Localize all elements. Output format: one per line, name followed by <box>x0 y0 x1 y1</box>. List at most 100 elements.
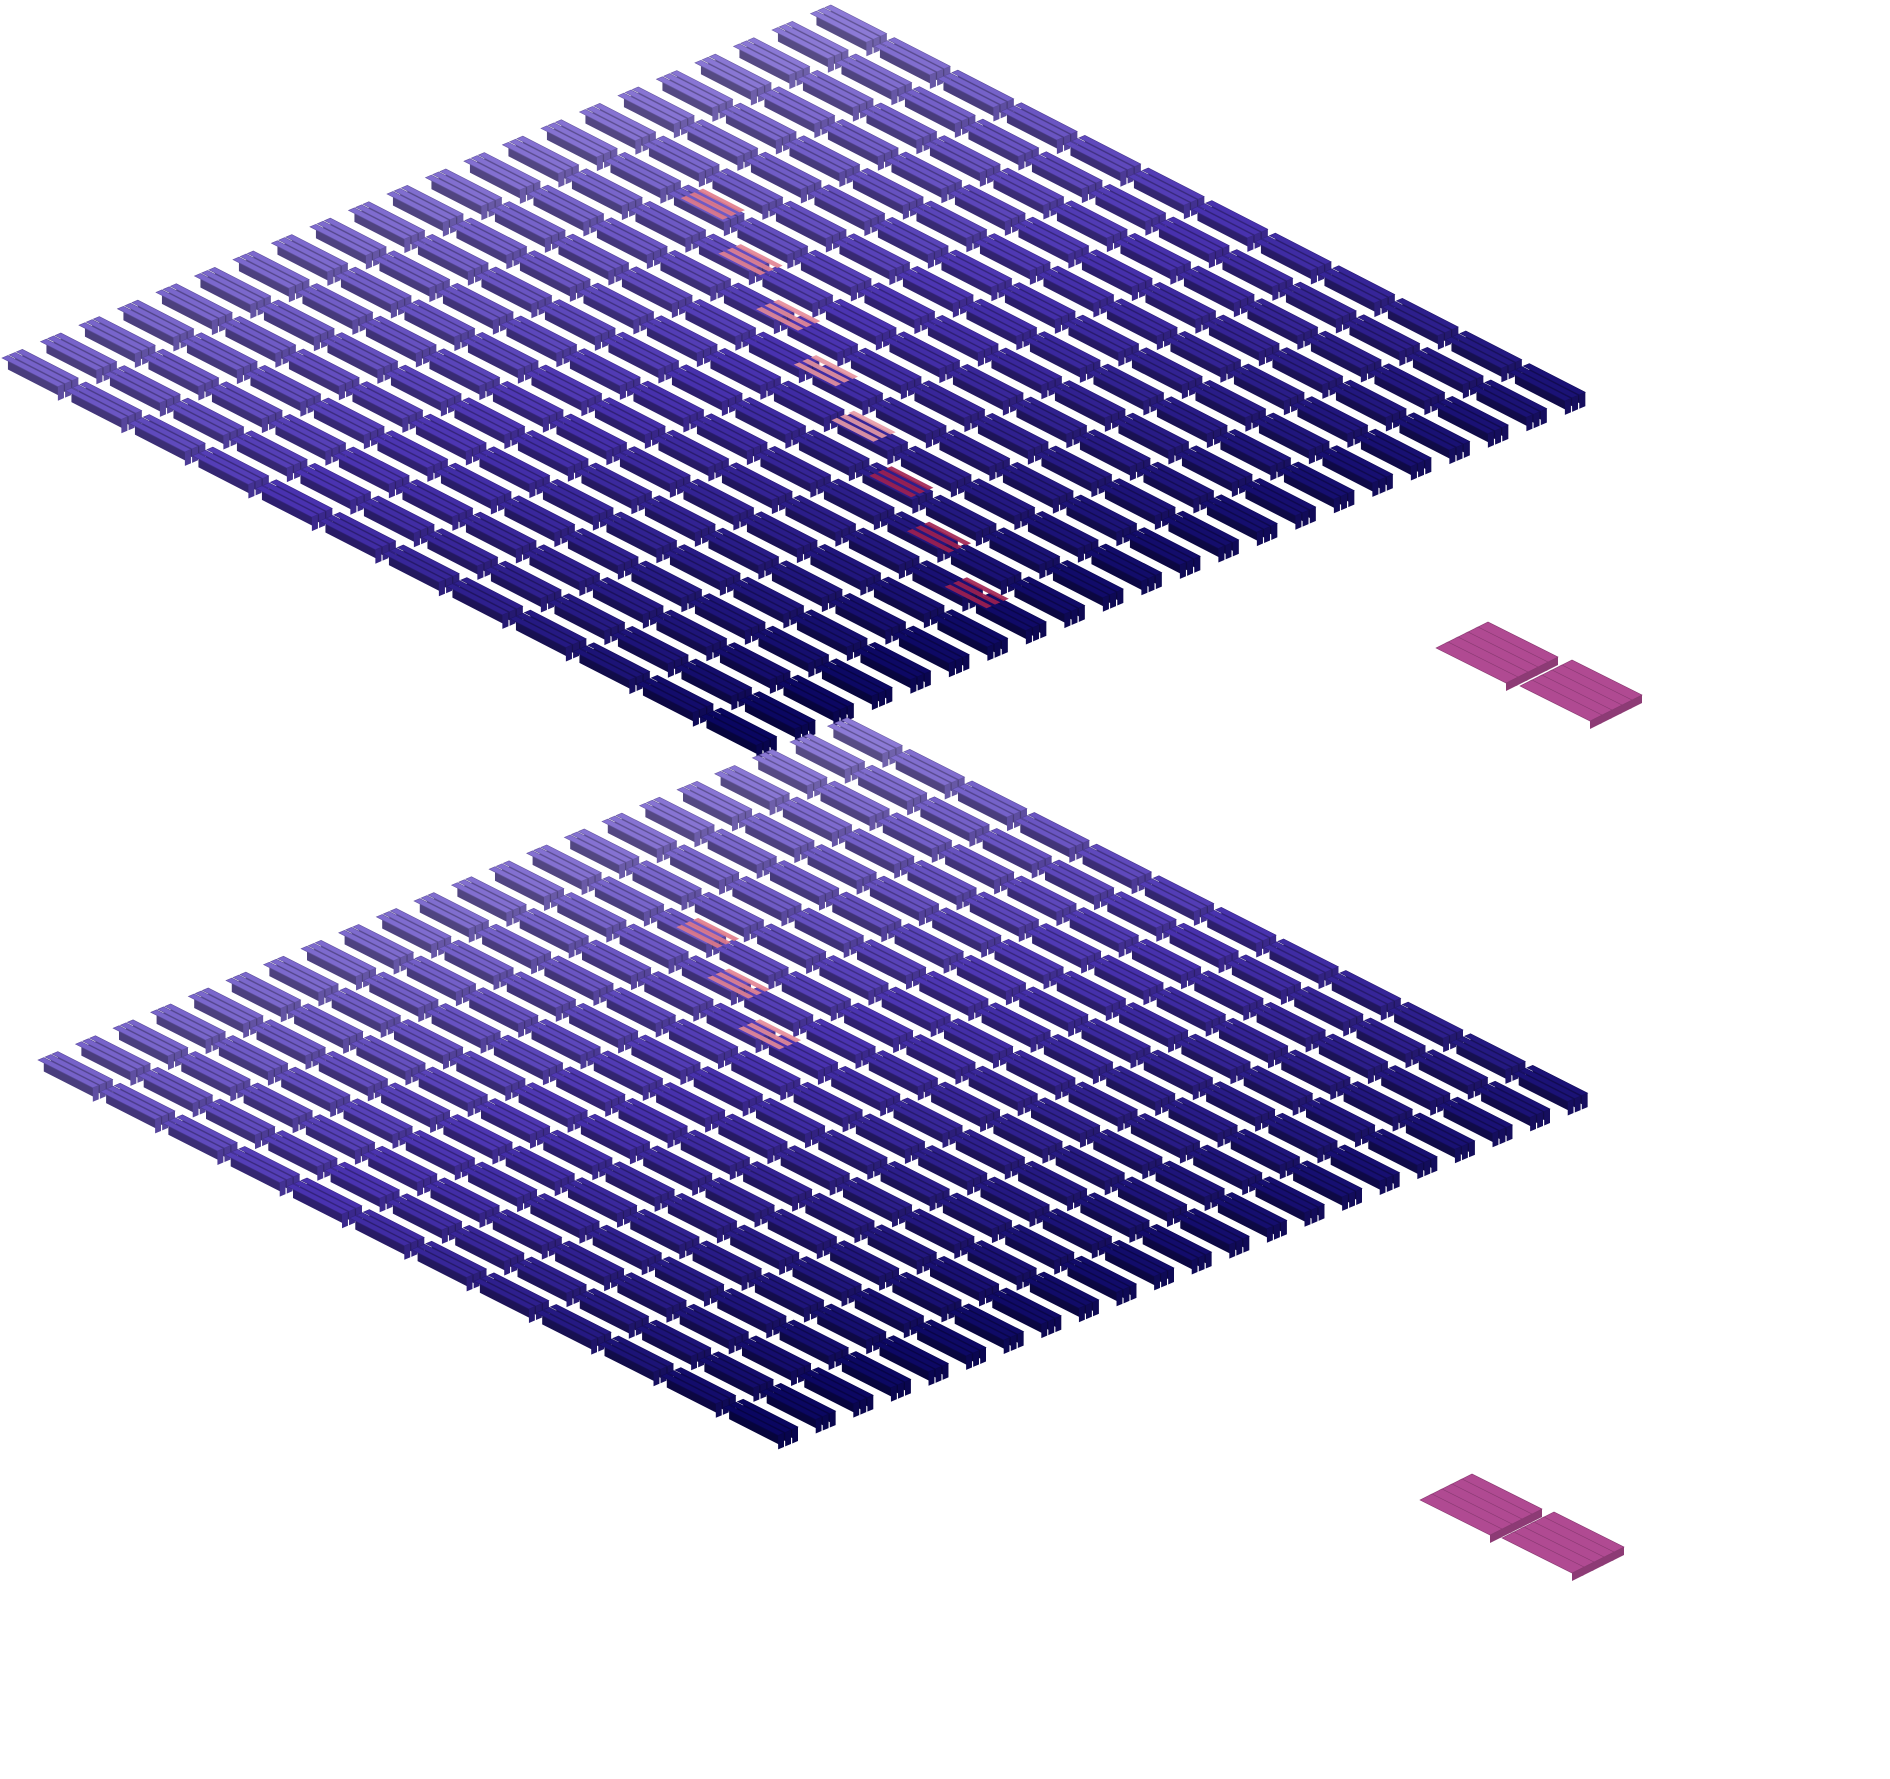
tile-side-face <box>606 449 612 466</box>
tile-side-face <box>237 368 243 385</box>
tile-side-face <box>1417 1163 1423 1179</box>
tile-side-face <box>957 894 963 910</box>
tile-side-face <box>722 400 728 417</box>
tile-side-face <box>1105 415 1111 432</box>
tile-side-face <box>1019 926 1025 942</box>
tile-side-face <box>1001 579 1007 596</box>
tile-side-face <box>531 958 537 974</box>
tile-side-face <box>1443 1036 1449 1052</box>
tile-side-face <box>866 40 872 57</box>
tile-side-face <box>914 318 920 335</box>
tile-side-face <box>682 894 688 910</box>
tile-side-face <box>312 515 318 532</box>
tile-side-face <box>1411 464 1417 481</box>
tile-side-face <box>604 629 610 646</box>
tile-side-face <box>1226 543 1232 560</box>
tile-side-face <box>441 400 447 417</box>
tile-side-face <box>953 301 959 318</box>
tile-side-face <box>468 269 474 286</box>
tile-side-face <box>1156 925 1162 941</box>
tile-side-face <box>566 645 572 662</box>
tile-side-face <box>608 269 614 286</box>
tile-side-face <box>1245 415 1251 432</box>
tile-side-face <box>568 465 574 482</box>
tile-side-face <box>1026 628 1032 645</box>
tile-side-face <box>776 138 782 155</box>
tile-side-face <box>1053 497 1059 514</box>
tile-side-face <box>839 171 845 188</box>
tile-side-face <box>248 482 254 499</box>
tile-side-face <box>629 678 635 695</box>
tile-side-face <box>1502 425 1508 442</box>
tile-side-face <box>1117 589 1123 606</box>
tile-side-face <box>506 253 512 270</box>
tile-side-face <box>849 465 855 482</box>
tile-side-face <box>1078 546 1084 563</box>
tile-side-face <box>1295 513 1301 530</box>
tile-side-face <box>1039 563 1045 580</box>
tile-side-face <box>481 204 487 221</box>
tile-side-face <box>806 958 812 974</box>
tile-side-face <box>905 1148 911 1164</box>
tile-side-face <box>502 612 508 629</box>
tile-side-face <box>733 514 739 531</box>
tile-side-face <box>1040 622 1046 639</box>
tile-side-face <box>1368 1068 1374 1084</box>
tile-side-face <box>1274 1223 1280 1239</box>
tile-side-face <box>812 301 818 318</box>
tile-side-face <box>1141 579 1147 596</box>
tile-side-face <box>1463 382 1469 399</box>
tile-side-face <box>670 481 676 498</box>
tile-side-face <box>683 416 689 433</box>
tile-side-face <box>724 220 730 237</box>
tile-side-face <box>1281 989 1287 1005</box>
tile-side-face <box>931 1021 937 1037</box>
tile-side-face <box>1582 1093 1588 1109</box>
tile-side-face <box>793 1021 799 1037</box>
tile-side-face <box>1161 1271 1167 1287</box>
tile-side-face <box>925 671 931 688</box>
tile-side-face <box>710 285 716 302</box>
tile-side-face <box>1387 1176 1393 1192</box>
tile-side-face <box>656 547 662 564</box>
tile-side-face <box>966 236 972 253</box>
tile-side-face <box>597 155 603 172</box>
tile-side-face <box>504 433 510 450</box>
tile-side-face <box>944 957 950 973</box>
tile-side-face <box>693 710 699 727</box>
tile-side-face <box>414 531 420 548</box>
tile-side-face <box>1579 392 1585 409</box>
tile-side-face <box>645 432 651 449</box>
tile-side-face <box>1206 1252 1212 1268</box>
tile-side-face <box>1256 941 1262 957</box>
tile-side-face <box>732 815 738 831</box>
tile-side-face <box>545 236 551 253</box>
tile-side-face <box>1267 1226 1273 1242</box>
tile-side-face <box>1568 1099 1574 1115</box>
tile-side-face <box>1005 1163 1011 1179</box>
tile-side-face <box>1030 1211 1036 1227</box>
tile-side-face <box>822 596 828 613</box>
tile-side-face <box>697 351 703 368</box>
tile-side-face <box>893 1037 899 1053</box>
tile-side-face <box>885 628 891 645</box>
upper-layer <box>2 5 1642 759</box>
tile-side-face <box>844 942 850 958</box>
tile-side-face <box>618 563 624 580</box>
tile-side-face <box>672 302 678 319</box>
tile-side-face <box>939 367 945 384</box>
tile-side-face <box>1014 514 1020 531</box>
tile-side-face <box>963 655 969 672</box>
tile-side-face <box>520 187 526 204</box>
tile-side-face <box>901 383 907 400</box>
tile-side-face <box>807 783 813 799</box>
tile-side-face <box>1469 1141 1475 1157</box>
tile-side-face <box>1544 1109 1550 1125</box>
tile-side-face <box>1145 219 1151 236</box>
tile-side-face <box>856 1053 862 1069</box>
tile-side-face <box>1209 252 1215 269</box>
tile-side-face <box>876 334 882 351</box>
tile-side-face <box>250 302 256 319</box>
tile-side-face <box>668 661 674 678</box>
